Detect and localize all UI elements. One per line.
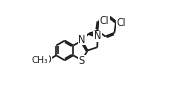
Text: Cl: Cl	[117, 18, 126, 28]
Text: CH₃: CH₃	[31, 56, 48, 65]
Text: O: O	[44, 55, 52, 65]
Text: N: N	[78, 35, 86, 45]
Text: N: N	[94, 31, 102, 41]
Text: S: S	[79, 56, 85, 66]
Text: Cl: Cl	[100, 16, 109, 26]
